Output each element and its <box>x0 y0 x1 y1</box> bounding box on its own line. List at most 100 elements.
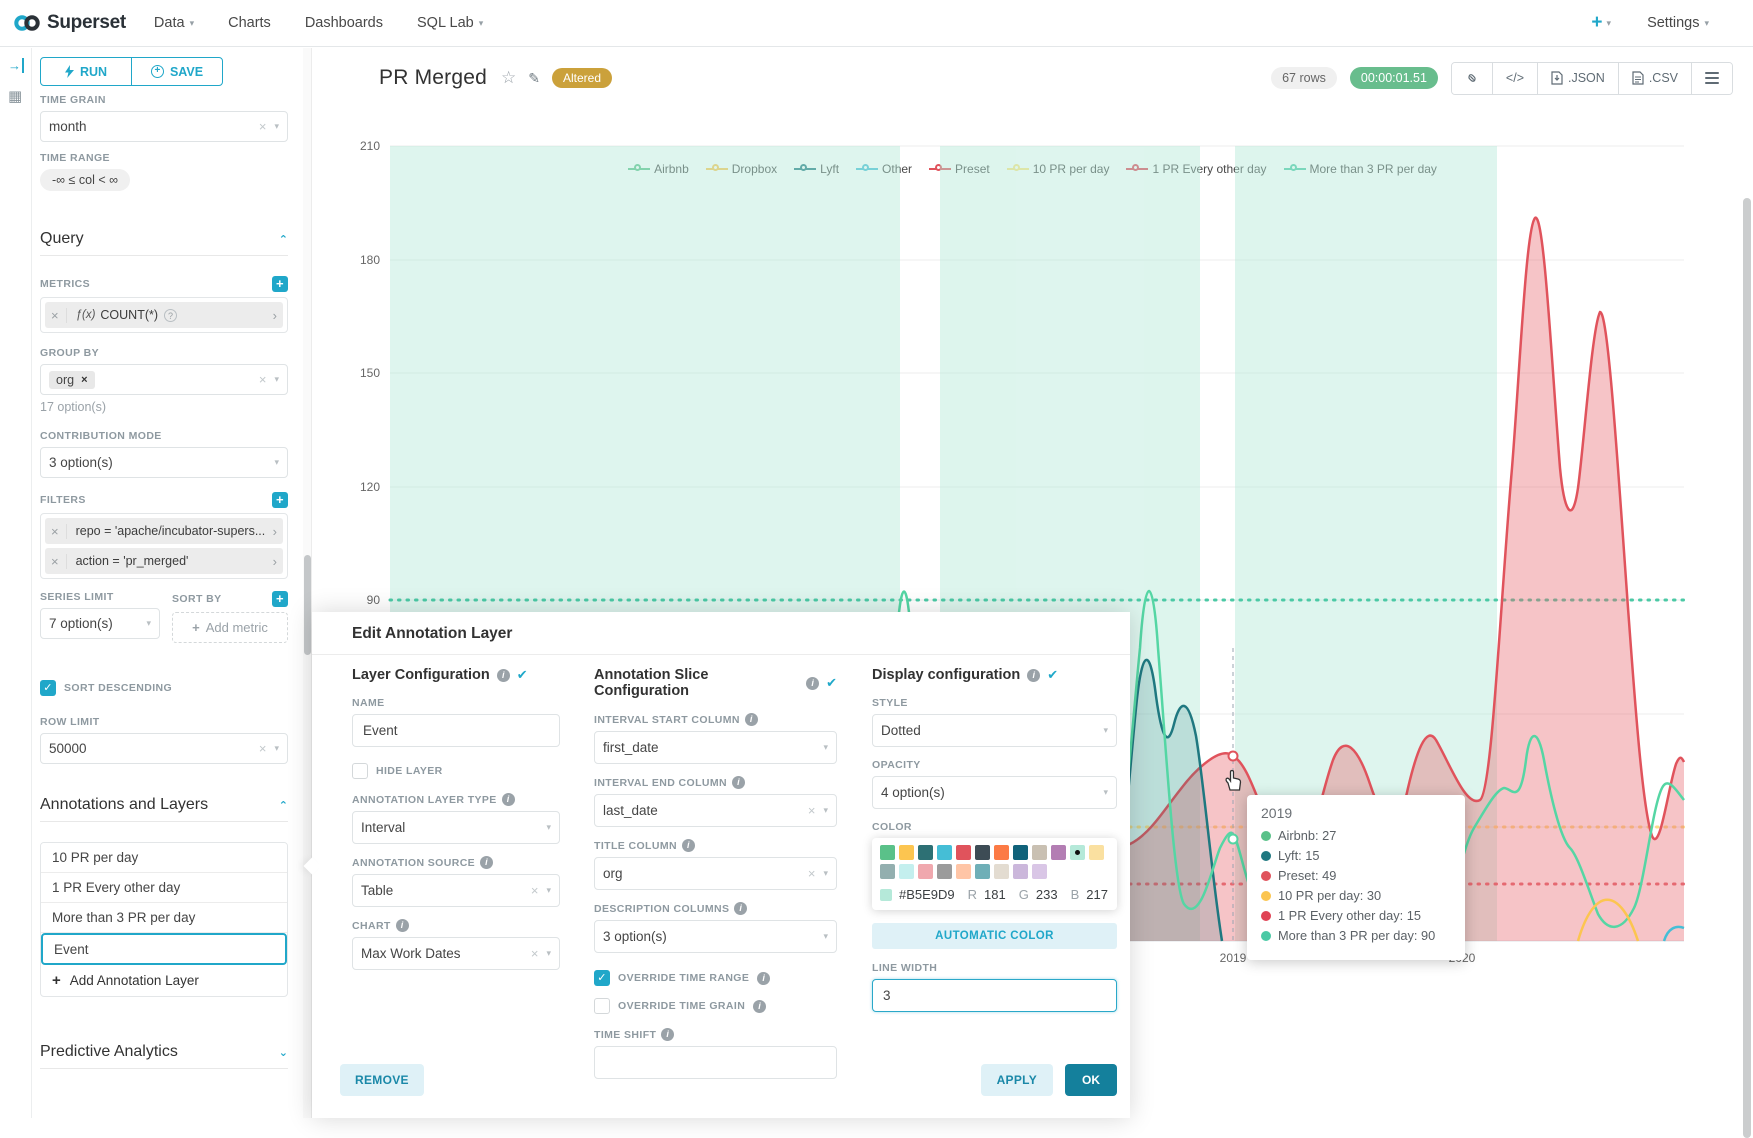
color-swatch[interactable] <box>1032 845 1047 860</box>
clear-icon[interactable]: × <box>259 372 267 387</box>
contribution-mode-select[interactable]: 3 option(s) ▾ <box>40 447 288 478</box>
group-by-value-tag[interactable]: org× <box>49 371 95 389</box>
line-width-input[interactable]: 3 <box>872 979 1117 1012</box>
series-limit-label: SERIES LIMIT <box>40 591 160 603</box>
sort-descending-checkbox[interactable]: ✓ <box>40 680 56 696</box>
color-swatch[interactable] <box>1089 845 1104 860</box>
name-input[interactable]: Event <box>352 714 560 747</box>
chevron-right-icon[interactable]: › <box>273 524 277 539</box>
query-section-header[interactable]: Query⌃ <box>40 230 288 248</box>
add-metric-button[interactable]: + <box>272 276 288 292</box>
color-swatch[interactable] <box>975 864 990 879</box>
clear-icon[interactable]: × <box>808 866 816 881</box>
interval-end-select[interactable]: last_date ×▾ <box>594 794 837 827</box>
color-swatch[interactable] <box>1013 864 1028 879</box>
remove-metric-icon[interactable]: × <box>51 308 67 323</box>
clear-icon[interactable]: × <box>531 946 539 961</box>
filter-pill[interactable]: ×repo = 'apache/incubator-supers...› <box>45 518 283 544</box>
color-swatch[interactable] <box>994 864 1009 879</box>
override-time-range-checkbox[interactable]: ✓ <box>594 970 610 986</box>
color-swatch[interactable] <box>1070 845 1085 860</box>
color-label: COLOR <box>872 821 1117 833</box>
nav-item-sql-lab[interactable]: SQL Lab▾ <box>417 15 483 31</box>
color-swatch[interactable] <box>937 864 952 879</box>
save-button[interactable]: + SAVE <box>132 58 222 85</box>
panel-scrollbar[interactable] <box>303 48 312 1118</box>
clear-icon[interactable]: × <box>808 803 816 818</box>
apply-button[interactable]: APPLY <box>981 1064 1053 1096</box>
ok-button[interactable]: OK <box>1065 1064 1117 1096</box>
color-swatch[interactable] <box>1013 845 1028 860</box>
sort-by-add-metric[interactable]: +Add metric <box>172 612 288 643</box>
clear-icon[interactable]: × <box>259 119 267 134</box>
chart-select[interactable]: Max Work Dates ×▾ <box>352 937 560 970</box>
predictive-section-header[interactable]: Predictive Analytics⌄ <box>40 1043 288 1061</box>
color-swatch[interactable] <box>899 864 914 879</box>
annotation-layer-item[interactable]: Event <box>41 933 287 965</box>
color-swatch[interactable] <box>918 864 933 879</box>
color-swatch[interactable] <box>1051 845 1066 860</box>
nav-item-dashboards[interactable]: Dashboards <box>305 15 383 31</box>
annotation-layer-type-label: ANNOTATION LAYER TYPE <box>352 794 497 806</box>
hide-layer-checkbox[interactable] <box>352 763 368 779</box>
color-swatch[interactable] <box>956 864 971 879</box>
color-swatch[interactable] <box>1032 864 1047 879</box>
annotation-layer-item[interactable]: More than 3 PR per day <box>41 903 287 933</box>
group-by-select[interactable]: org× × ▾ <box>40 364 288 395</box>
color-swatch[interactable] <box>918 845 933 860</box>
annotation-layer-item[interactable]: 10 PR per day <box>41 843 287 873</box>
color-swatch[interactable] <box>994 845 1009 860</box>
superset-logo[interactable]: Superset <box>14 12 126 34</box>
filter-pill[interactable]: ×action = 'pr_merged'› <box>45 548 283 574</box>
chevron-up-icon: ⌃ <box>279 799 288 812</box>
description-columns-select[interactable]: 3 option(s)▾ <box>594 920 837 953</box>
chevron-right-icon[interactable]: › <box>273 554 277 569</box>
x-tick-label: 2019 <box>1220 951 1247 965</box>
page-scrollbar[interactable] <box>1743 198 1751 1138</box>
annotation-layer-item[interactable]: 1 PR Every other day <box>41 873 287 903</box>
chevron-right-icon[interactable]: › <box>273 308 277 323</box>
series-dot-icon <box>1261 911 1271 921</box>
settings-menu[interactable]: Settings▾ <box>1647 15 1709 31</box>
new-item-button[interactable]: +▾ <box>1591 12 1611 34</box>
dataset-grid-icon[interactable]: ▦ <box>8 87 31 105</box>
remove-filter-icon[interactable]: × <box>51 554 67 569</box>
annotation-layer-type-select[interactable]: Interval▾ <box>352 811 560 844</box>
opacity-select[interactable]: 4 option(s)▾ <box>872 776 1117 809</box>
override-time-grain-checkbox[interactable] <box>594 998 610 1014</box>
remove-filter-icon[interactable]: × <box>51 524 67 539</box>
title-column-select[interactable]: org ×▾ <box>594 857 837 890</box>
color-swatch[interactable] <box>880 845 895 860</box>
clear-icon[interactable]: × <box>531 883 539 898</box>
annotations-section-header[interactable]: Annotations and Layers⌃ <box>40 796 288 814</box>
nav-item-charts[interactable]: Charts <box>228 15 271 31</box>
color-swatch[interactable] <box>880 864 895 879</box>
color-swatch[interactable] <box>956 845 971 860</box>
time-range-pill[interactable]: -∞ ≤ col < ∞ <box>40 169 130 191</box>
color-swatch[interactable] <box>975 845 990 860</box>
add-annotation-layer-button[interactable]: +Add Annotation Layer <box>41 965 287 996</box>
metric-pill[interactable]: × ƒ(x) COUNT(*) ? › <box>45 302 283 328</box>
add-sort-metric-button[interactable]: + <box>272 591 288 607</box>
brand-name: Superset <box>47 12 126 34</box>
selected-dot-icon <box>1075 850 1080 855</box>
chevron-down-icon: ▾ <box>146 618 151 629</box>
interval-start-select[interactable]: first_date▾ <box>594 731 837 764</box>
series-limit-select[interactable]: 7 option(s) ▾ <box>40 608 160 639</box>
add-filter-button[interactable]: + <box>272 492 288 508</box>
mouse-cursor-hand <box>1222 768 1244 797</box>
color-swatch[interactable] <box>937 845 952 860</box>
clear-icon[interactable]: × <box>259 741 267 756</box>
nav-item-data[interactable]: Data▾ <box>154 15 194 31</box>
style-select[interactable]: Dotted▾ <box>872 714 1117 747</box>
remove-button[interactable]: REMOVE <box>340 1064 424 1096</box>
color-swatch[interactable] <box>899 845 914 860</box>
annotation-source-select[interactable]: Table ×▾ <box>352 874 560 907</box>
automatic-color-button[interactable]: AUTOMATIC COLOR <box>872 923 1117 949</box>
expand-datasource-icon[interactable]: → <box>8 58 24 73</box>
time-grain-select[interactable]: month × ▾ <box>40 111 288 142</box>
row-limit-select[interactable]: 50000 × ▾ <box>40 733 288 764</box>
valid-check-icon: ✔ <box>826 675 837 691</box>
remove-tag-icon[interactable]: × <box>81 374 87 386</box>
run-button[interactable]: RUN <box>41 58 132 85</box>
